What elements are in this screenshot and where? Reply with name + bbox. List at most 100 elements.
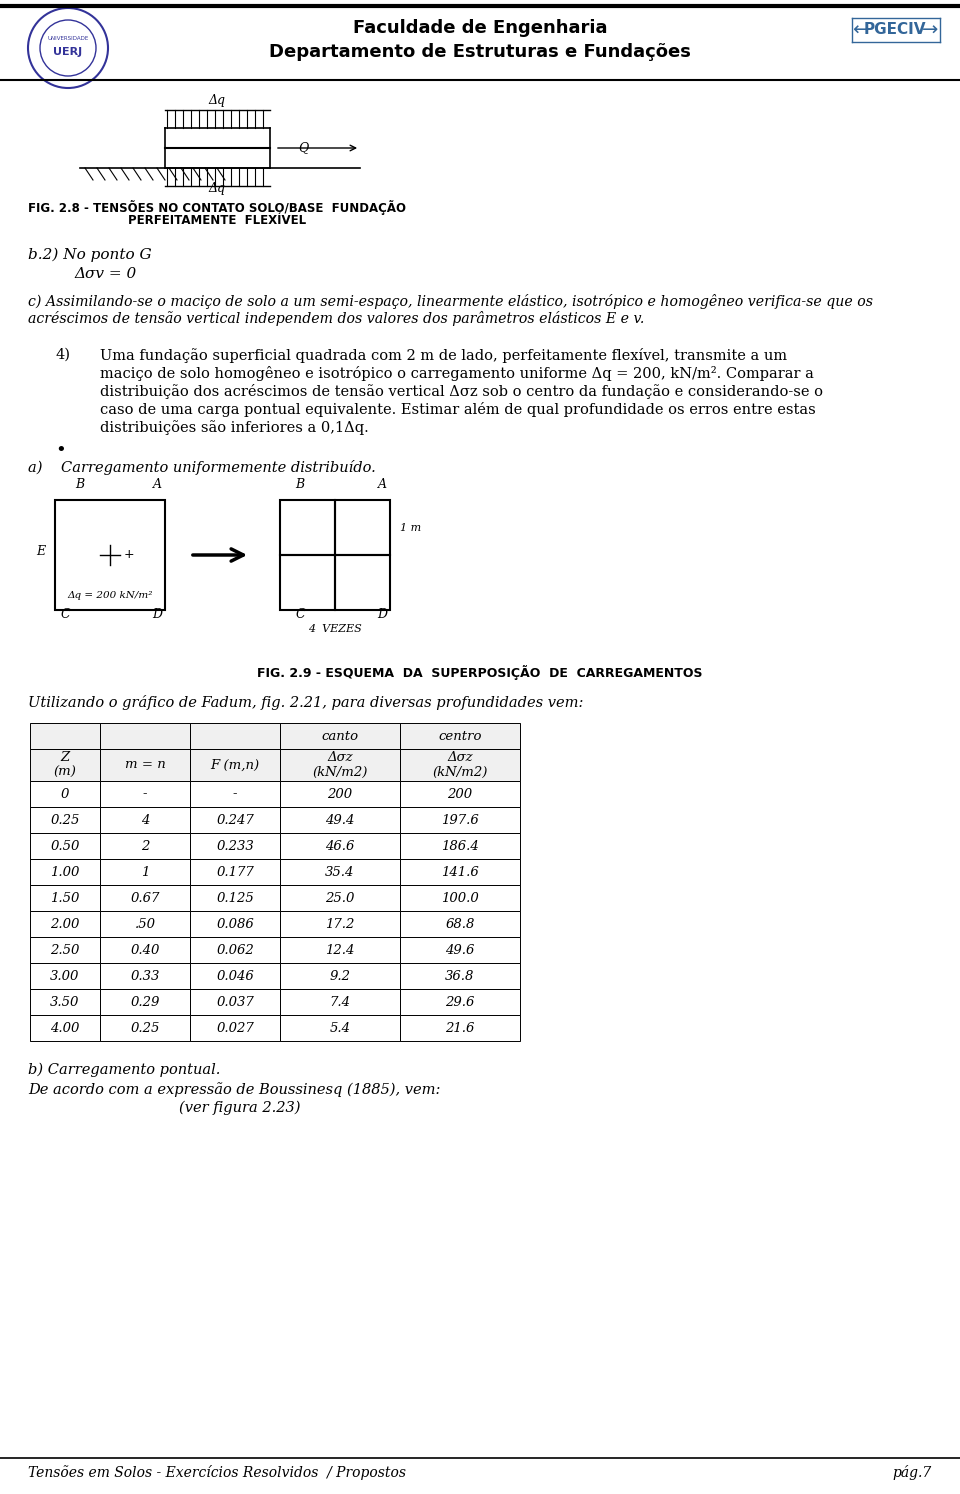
Text: A: A	[153, 478, 161, 492]
Text: C: C	[295, 608, 305, 622]
Text: centro: centro	[439, 729, 482, 743]
Bar	[400, 989, 520, 1014]
Bar	[100, 807, 190, 834]
Bar	[100, 834, 190, 859]
Text: 0.40: 0.40	[131, 944, 159, 956]
Bar	[280, 964, 400, 989]
Text: 49.4: 49.4	[325, 814, 354, 826]
Bar	[280, 911, 400, 937]
Text: pág.7: pág.7	[893, 1466, 932, 1481]
Text: 0.086: 0.086	[216, 917, 253, 931]
Bar	[400, 748, 520, 781]
Bar	[280, 748, 400, 781]
Bar	[30, 834, 100, 859]
Text: 29.6: 29.6	[445, 995, 474, 1008]
Text: 0.125: 0.125	[216, 892, 253, 904]
Text: distribuições são inferiores a 0,1Δq.: distribuições são inferiores a 0,1Δq.	[100, 420, 369, 435]
Bar	[190, 911, 280, 937]
Text: 0: 0	[60, 787, 69, 801]
Text: FIG. 2.9 - ESQUEMA  DA  SUPERPOSIÇÃO  DE  CARREGAMENTOS: FIG. 2.9 - ESQUEMA DA SUPERPOSIÇÃO DE CA…	[257, 665, 703, 680]
Text: 0.027: 0.027	[216, 1022, 253, 1034]
Text: canto: canto	[322, 729, 359, 743]
Bar	[190, 834, 280, 859]
Text: m = n: m = n	[125, 759, 165, 771]
Text: FIG. 2.8 - TENSÕES NO CONTATO SOLO/BASE  FUNDAÇÃO: FIG. 2.8 - TENSÕES NO CONTATO SOLO/BASE …	[28, 200, 406, 215]
Text: 1 m: 1 m	[400, 523, 421, 533]
Text: 2.00: 2.00	[50, 917, 80, 931]
Text: 1.50: 1.50	[50, 892, 80, 904]
Text: 0.046: 0.046	[216, 970, 253, 983]
Bar	[280, 937, 400, 964]
Text: 0.25: 0.25	[50, 814, 80, 826]
Text: Δσz
(kN/m2): Δσz (kN/m2)	[312, 751, 368, 778]
Text: 36.8: 36.8	[445, 970, 474, 983]
Bar	[30, 723, 100, 748]
Bar	[400, 834, 520, 859]
Text: Δq: Δq	[208, 94, 226, 108]
Text: 0.062: 0.062	[216, 944, 253, 956]
Text: c) Assimilando-se o maciço de solo a um semi-espaço, linearmente elástico, isotr: c) Assimilando-se o maciço de solo a um …	[28, 294, 873, 309]
Bar	[400, 1014, 520, 1041]
Text: 12.4: 12.4	[325, 944, 354, 956]
Bar	[30, 1014, 100, 1041]
Text: 1.00: 1.00	[50, 865, 80, 878]
Text: 7.4: 7.4	[329, 995, 350, 1008]
Text: B: B	[76, 478, 84, 492]
Text: 186.4: 186.4	[442, 840, 479, 853]
Text: Utilizando o gráfico de Fadum, fig. 2.21, para diversas profundidades vem:: Utilizando o gráfico de Fadum, fig. 2.21…	[28, 695, 584, 710]
Bar	[30, 807, 100, 834]
Bar	[280, 859, 400, 884]
Text: 141.6: 141.6	[442, 865, 479, 878]
Bar	[30, 989, 100, 1014]
Text: Δq: Δq	[208, 182, 226, 196]
Text: E: E	[36, 545, 45, 557]
Bar	[30, 937, 100, 964]
Text: D: D	[152, 608, 162, 622]
Text: 3.00: 3.00	[50, 970, 80, 983]
Text: 46.6: 46.6	[325, 840, 354, 853]
Bar	[100, 781, 190, 807]
Text: D: D	[377, 608, 387, 622]
Text: 35.4: 35.4	[325, 865, 354, 878]
Text: A: A	[377, 478, 387, 492]
Text: 0.33: 0.33	[131, 970, 159, 983]
Text: Q: Q	[298, 142, 308, 154]
Bar	[30, 859, 100, 884]
Text: De acordo com a expressão de Boussinesq (1885), vem:: De acordo com a expressão de Boussinesq …	[28, 1082, 441, 1097]
Bar	[30, 964, 100, 989]
Text: 0.25: 0.25	[131, 1022, 159, 1034]
Text: UNIVERSIDADE: UNIVERSIDADE	[47, 36, 88, 40]
Bar	[100, 911, 190, 937]
Text: 100.0: 100.0	[442, 892, 479, 904]
Bar	[400, 884, 520, 911]
Text: F (m,n): F (m,n)	[210, 759, 259, 771]
Text: 25.0: 25.0	[325, 892, 354, 904]
Text: 2.50: 2.50	[50, 944, 80, 956]
Bar	[100, 884, 190, 911]
Bar	[400, 723, 520, 748]
Text: (ver figura 2.23): (ver figura 2.23)	[180, 1101, 300, 1116]
Bar	[335, 500, 390, 554]
Bar	[190, 1014, 280, 1041]
Bar	[30, 748, 100, 781]
Text: Uma fundação superficial quadrada com 2 m de lado, perfeitamente flexível, trans: Uma fundação superficial quadrada com 2 …	[100, 348, 787, 363]
Bar	[55, 500, 165, 610]
Text: Δσv = 0: Δσv = 0	[75, 267, 137, 281]
Bar	[100, 989, 190, 1014]
Text: B: B	[296, 478, 304, 492]
Text: Δσz
(kN/m2): Δσz (kN/m2)	[432, 751, 488, 778]
Text: Faculdade de Engenharia: Faculdade de Engenharia	[352, 19, 608, 37]
Bar	[280, 834, 400, 859]
Text: 1: 1	[141, 865, 149, 878]
Bar	[280, 781, 400, 807]
Bar	[400, 781, 520, 807]
Text: b) Carregamento pontual.: b) Carregamento pontual.	[28, 1064, 221, 1077]
Bar	[100, 748, 190, 781]
Bar	[280, 807, 400, 834]
Text: 9.2: 9.2	[329, 970, 350, 983]
Text: ←: ←	[852, 21, 868, 39]
Text: 200: 200	[447, 787, 472, 801]
Text: 200: 200	[327, 787, 352, 801]
Bar	[190, 964, 280, 989]
Text: Z
(m): Z (m)	[54, 751, 77, 778]
